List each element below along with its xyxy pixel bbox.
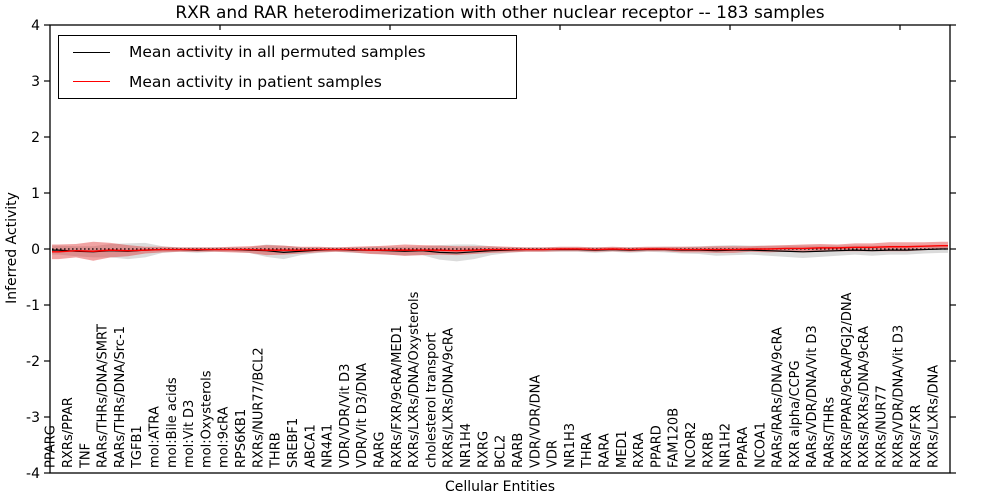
band-permuted xyxy=(52,242,948,262)
y-tick-label: 0 xyxy=(31,242,40,258)
y-tick-label: 2 xyxy=(31,130,40,146)
legend-line-swatch-permuted xyxy=(73,51,110,53)
y-tick-label: -3 xyxy=(26,410,40,426)
x-tick-label: RARs/RARs/DNA/9cRA xyxy=(771,327,786,468)
x-tick-label: TNF xyxy=(78,443,93,469)
y-tick-label: 4 xyxy=(31,18,40,34)
x-tick-label: RXRs/NUR77/BCL2 xyxy=(251,347,266,468)
x-tick-label: RARs/VDR/DNA/Vit D3 xyxy=(805,325,820,468)
x-tick-label: THRB xyxy=(269,432,284,469)
y-tick-label: -1 xyxy=(26,298,40,314)
legend-item-permuted: Mean activity in all permuted samples xyxy=(59,39,516,66)
x-axis-label: Cellular Entities xyxy=(444,479,556,495)
x-tick-label: FAM120B xyxy=(667,408,682,468)
x-tick-label: RPS6KB1 xyxy=(234,409,249,468)
x-tick-label: PPARA xyxy=(736,427,751,468)
x-tick-label: VDR/VDR/DNA xyxy=(528,375,543,468)
x-tick-label: RXRB xyxy=(701,432,716,468)
x-tick-label: BCL2 xyxy=(494,435,509,468)
x-tick-label: mol:ATRA xyxy=(148,406,163,468)
x-tick-label: mol:9cRA xyxy=(217,406,232,468)
x-tick-label: RXRs/VDR/DNA/Vit D3 xyxy=(892,325,907,468)
legend-item-patient: Mean activity in patient samples xyxy=(59,68,516,95)
x-tick-label: mol:Vit D3 xyxy=(182,400,197,468)
legend-label-patient: Mean activity in patient samples xyxy=(129,72,382,91)
x-tick-label: NR4A1 xyxy=(321,424,336,468)
x-tick-label: cholesterol transport xyxy=(424,332,439,468)
x-tick-label: mol:Oxysterols xyxy=(199,370,214,468)
x-tick-label: RXRs/LXRs/DNA/Oxysterols xyxy=(407,291,422,468)
x-tick-label: RXRG xyxy=(476,431,491,468)
x-tick-label: RXRs/LXRs/DNA xyxy=(926,365,941,468)
x-tick-label: NCOR2 xyxy=(684,422,699,468)
x-tick-label: TGFB1 xyxy=(130,425,145,469)
y-axis-label: Inferred Activity xyxy=(4,192,20,304)
legend: Mean activity in all permuted samples Me… xyxy=(58,35,517,99)
x-tick-label: MED1 xyxy=(615,430,630,468)
x-tick-label: NR1H3 xyxy=(563,423,578,468)
y-tick-label: -4 xyxy=(26,466,40,482)
x-tick-label: RARs/THRs/DNA/Src-1 xyxy=(113,326,128,468)
x-tick-label: NCOA1 xyxy=(753,422,768,468)
line-patient xyxy=(52,244,948,253)
legend-line-swatch-patient xyxy=(73,81,110,83)
x-tick-label: RXRs/FXR/9cRA/MED1 xyxy=(390,325,405,468)
x-tick-label: mol:Bile acids xyxy=(165,377,180,468)
x-tick-label: RXR alpha/CCPG xyxy=(788,360,803,468)
x-tick-label: RARB xyxy=(511,433,526,468)
x-tick-label: ABCA1 xyxy=(303,424,318,468)
x-tick-label: RXRs/RXRs/DNA/9cRA xyxy=(857,326,872,468)
x-tick-label: RARG xyxy=(373,431,388,468)
x-tick-label: PPARD xyxy=(649,425,664,468)
x-tick-label: VDR/Vit D3/DNA xyxy=(355,363,370,468)
x-tick-label: NR1H4 xyxy=(459,423,474,468)
x-tick-label: VDR/VDR/Vit D3 xyxy=(338,364,353,468)
x-tick-label: VDR xyxy=(546,440,561,468)
x-tick-label: RXRs/PPAR xyxy=(61,397,76,468)
x-tick-label: NR1H2 xyxy=(719,423,734,468)
x-tick-label: RARs/THRs/DNA/SMRT xyxy=(96,324,111,468)
x-tick-label: RXRs/NUR77 xyxy=(874,385,889,468)
y-tick-label: -2 xyxy=(26,354,40,370)
x-tick-label: SREBF1 xyxy=(286,418,301,468)
x-tick-label: RXRA xyxy=(632,433,647,468)
x-tick-label: RXRs/FXR xyxy=(909,404,924,468)
x-tick-label: RXRs/PPAR/9cRA/PGJ2/DNA xyxy=(840,292,855,468)
x-tick-label: RXRs/LXRs/DNA/9cRA xyxy=(442,328,457,468)
x-tick-label: THRA xyxy=(580,433,595,469)
x-tick-label: RARA xyxy=(598,433,613,468)
chart-title: RXR and RAR heterodimerization with othe… xyxy=(175,3,825,23)
x-tick-label: RARs/THRs xyxy=(823,397,838,468)
y-tick-label: 3 xyxy=(31,74,40,90)
band-patient xyxy=(52,241,948,261)
legend-label-permuted: Mean activity in all permuted samples xyxy=(129,43,426,62)
x-tick-label: PPARG xyxy=(44,425,59,468)
y-tick-label: 1 xyxy=(31,186,40,202)
